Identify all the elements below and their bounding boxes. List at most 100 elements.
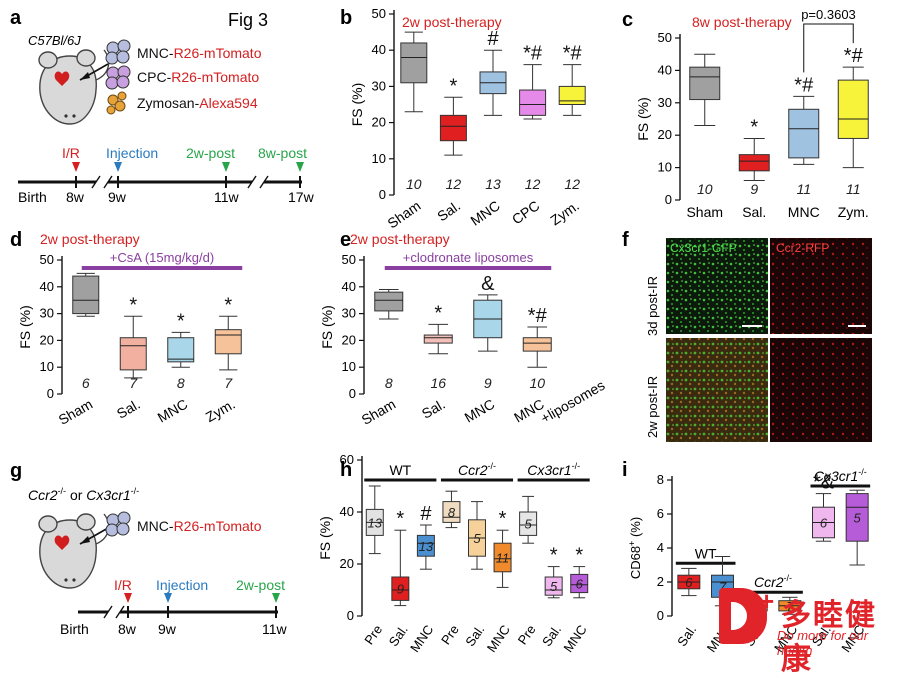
micrograph-rfp-2w: [770, 338, 872, 442]
tick-birth-g: Birth: [60, 621, 89, 637]
category-label: Sham: [686, 204, 723, 220]
micrograph-gfp-3d: [666, 238, 768, 334]
significance-mark: #: [420, 503, 432, 525]
significance-mark: *: [434, 302, 442, 324]
box-2: & 9 MNC: [462, 273, 503, 426]
tick-11w-g: 11w: [262, 621, 288, 637]
panel-letter-e: e: [340, 229, 351, 251]
y-axis-label: FS (%): [635, 97, 651, 141]
y-axis-label: FS (%): [319, 305, 335, 349]
significance-mark: *#: [794, 74, 814, 96]
chart-title: 2w post-therapy: [350, 231, 450, 247]
box-body: [845, 493, 869, 542]
panel-a: a Fig 3 C57Bl/6J: [10, 7, 315, 205]
category-label: Sal.: [434, 197, 463, 224]
tick-11w: 11w: [214, 189, 240, 205]
significance-mark: *: [750, 116, 758, 138]
y-tick-label: 10: [40, 359, 54, 374]
micrograph-gfp-2w: [666, 338, 768, 442]
panel-letter-a: a: [10, 7, 22, 29]
row-label-2w: 2w post-IR: [645, 376, 660, 438]
category-label: MNC: [407, 622, 436, 655]
significance-mark: *&: [813, 472, 835, 494]
strain-label: C57Bl/6J: [28, 33, 81, 48]
significance-mark: *#: [523, 43, 543, 65]
n-label: 8: [177, 375, 185, 391]
channel-label-rfp: Ccr2-RFP: [776, 241, 829, 255]
box-2: #13 MNC: [467, 28, 507, 229]
significance-mark: *#: [563, 43, 583, 65]
panel-letter-f: f: [622, 229, 629, 251]
y-tick-label: 40: [340, 504, 354, 519]
box-2: * 8 MNC: [155, 310, 195, 426]
event-injection: Injection: [106, 145, 158, 161]
category-label: Sham: [384, 197, 423, 231]
y-tick-label: 50: [40, 252, 54, 267]
y-tick-label: 30: [658, 95, 672, 110]
tick-8w-g: 8w: [118, 621, 137, 637]
y-tick-label: 30: [40, 306, 54, 321]
event-injection-g: Injection: [156, 577, 208, 593]
box-3: *# 12 CPC: [509, 43, 547, 227]
n-label: 8: [448, 505, 456, 520]
y-tick-label: 40: [372, 42, 386, 57]
event-2w-post-g: 2w-post: [236, 577, 285, 593]
box-body: [522, 337, 552, 352]
tick-9w: 9w: [108, 189, 127, 205]
box-0: 6 Sal.: [674, 567, 701, 649]
category-label: Pre: [515, 622, 539, 647]
box-body: [167, 337, 195, 363]
y-tick-label: 20: [340, 556, 354, 571]
chart-title: 2w post-therapy: [402, 14, 502, 30]
panel-g: g Ccr2-/- or Cx3cr1-/- MNC-R26-mTomato: [10, 460, 288, 637]
y-tick-label: 60: [340, 452, 354, 467]
category-label: Sal.: [114, 396, 143, 422]
box-8: * 6 MNC: [560, 545, 589, 655]
box-6: 5 Pre: [515, 495, 539, 647]
n-label: 5: [524, 517, 532, 532]
significance-mark: *#: [844, 45, 864, 67]
treatment-label: +CsA (15mg/kg/d): [110, 250, 214, 265]
pvalue-label: p=0.3603: [801, 7, 856, 22]
panel-letter-d: d: [10, 229, 22, 251]
category-label: MNC: [788, 204, 820, 220]
panel-f: f Cx3cr1-GFP: [622, 229, 872, 442]
n-label: 7: [129, 375, 138, 391]
y-axis-label: FS (%): [317, 516, 333, 560]
channel-label-gfp: Cx3cr1-GFP: [670, 241, 737, 255]
n-label: 10: [529, 375, 545, 391]
y-tick-label: 20: [342, 332, 356, 347]
panel-letter-g: g: [10, 460, 22, 482]
box-0: 10 Sham: [686, 53, 723, 220]
box-body: [400, 42, 428, 84]
box-2: #13 MNC: [407, 503, 436, 655]
category-label: Sal.: [419, 396, 448, 422]
y-tick-label: 10: [342, 359, 356, 374]
y-tick-label: 40: [342, 279, 356, 294]
y-tick-label: 20: [658, 127, 672, 142]
n-label: 6: [576, 577, 584, 592]
y-tick-label: 0: [665, 192, 672, 207]
tick-8w: 8w: [66, 189, 85, 205]
box-0: 8 Sham: [359, 288, 404, 428]
significance-mark: #: [487, 28, 499, 50]
panel-letter-b: b: [340, 7, 352, 29]
significance-mark: *: [450, 75, 458, 97]
group-label: Cx3cr1-/-: [527, 461, 580, 478]
category-label: CPC: [509, 197, 542, 227]
box-3: 8 Pre: [438, 490, 462, 647]
pvalue-bracket: [803, 23, 854, 73]
category-label: Sham: [56, 396, 96, 428]
n-label: 7: [786, 599, 794, 614]
significance-mark: *: [550, 545, 558, 567]
zymosan-label: Zymosan-Alexa594: [137, 95, 258, 111]
n-label: 9: [397, 582, 404, 597]
y-tick-label: 50: [658, 30, 672, 45]
box-3: *# 11 Zym.: [838, 45, 869, 220]
category-label: MNC: [467, 197, 502, 228]
category-label: Zym.: [203, 396, 238, 425]
panel-c: c 0 10 20 30 40 50 FS (%) 8w post-therapy 10 Sham *…: [622, 7, 869, 220]
